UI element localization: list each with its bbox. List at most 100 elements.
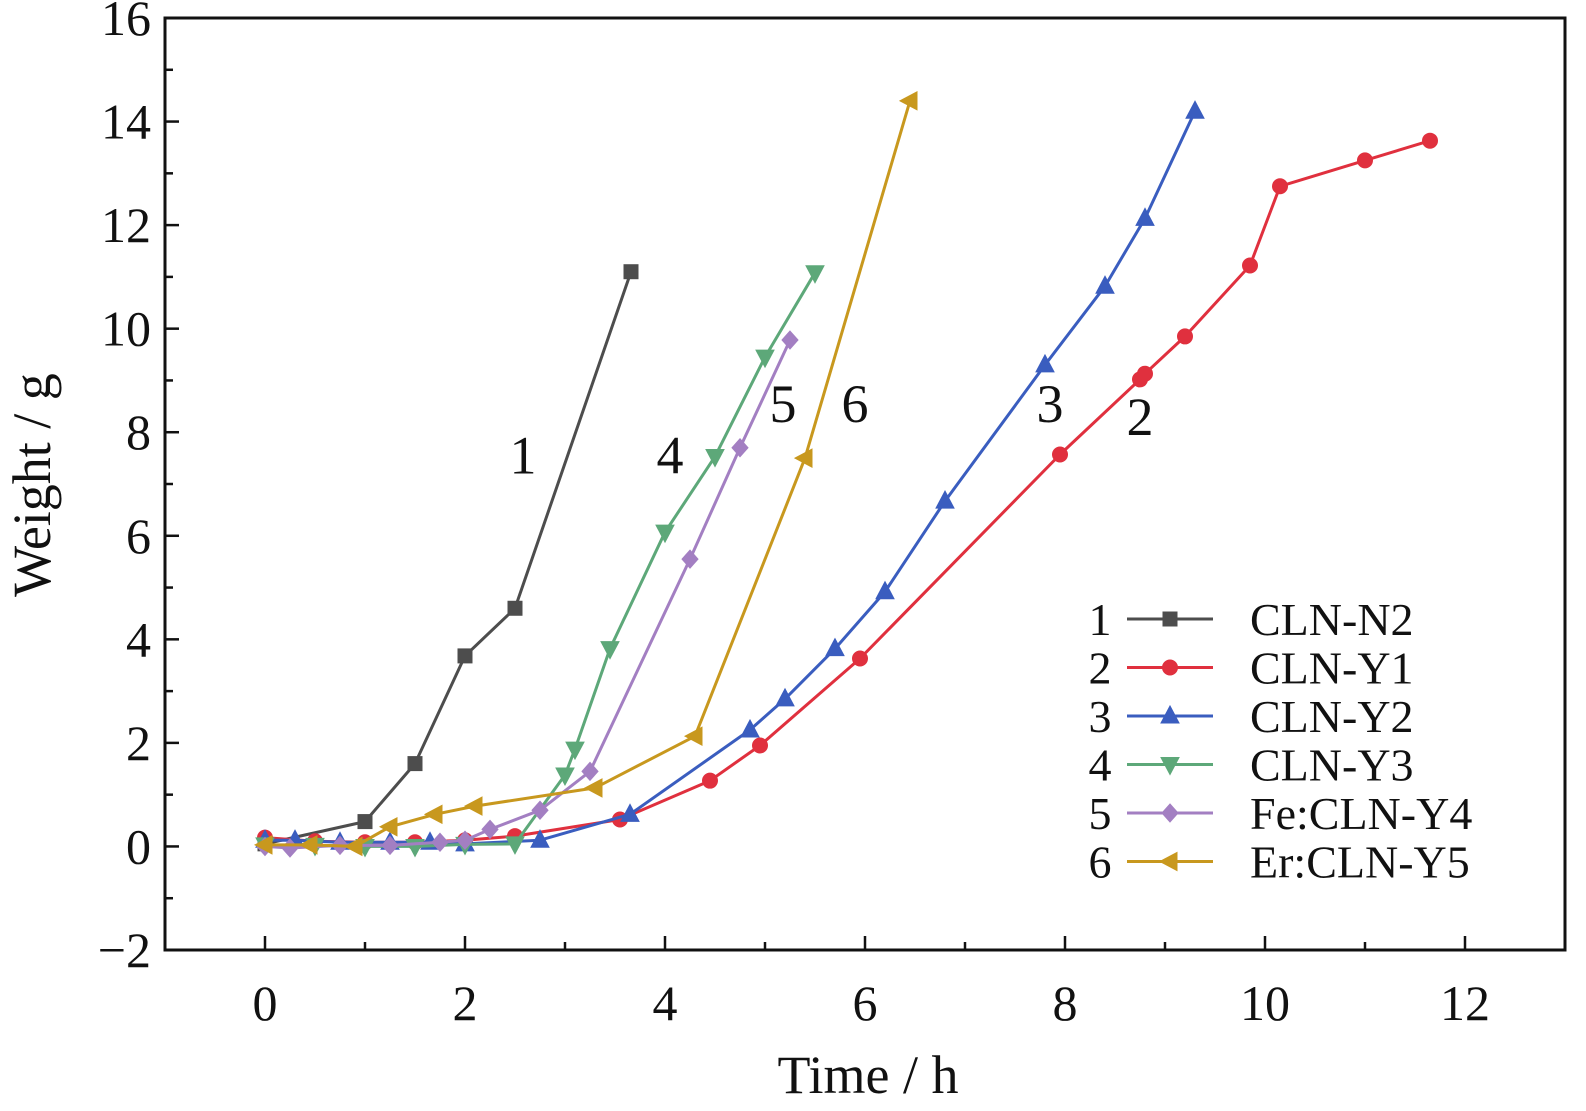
data-point	[825, 637, 845, 657]
legend: 1 CLN-N2 2 CLN-Y1 3 CLN-Y2 4 CLN-Y3 5 Fe:CLN-Y4 6 E…	[1089, 594, 1473, 888]
legend-label: Er:CLN-Y5	[1250, 837, 1470, 888]
legend-id: 3	[1089, 691, 1112, 742]
data-point	[620, 803, 640, 822]
y-axis-title: Weight / g	[2, 373, 62, 597]
series-line	[264, 339, 792, 850]
data-point	[463, 796, 483, 816]
legend-marker	[1158, 851, 1178, 872]
series-line	[265, 100, 912, 848]
data-point	[683, 726, 703, 746]
data-point	[1422, 132, 1438, 149]
data-point	[423, 804, 443, 825]
y-tick-label: 16	[101, 0, 151, 46]
data-point	[1052, 446, 1068, 463]
data-point	[407, 756, 423, 772]
data-point	[852, 650, 868, 667]
curve-label: 6	[842, 374, 869, 434]
data-point	[875, 580, 895, 600]
data-point	[357, 814, 373, 830]
curve-label: 2	[1127, 387, 1154, 447]
x-tick-label: 0	[253, 975, 278, 1031]
series-3	[255, 100, 1205, 852]
data-point	[600, 641, 620, 660]
series-line	[264, 271, 817, 848]
data-point	[531, 800, 549, 820]
data-point	[507, 600, 523, 616]
data-point	[1242, 257, 1258, 274]
y-tick-label: 10	[101, 301, 151, 357]
legend-label: Fe:CLN-Y4	[1250, 788, 1472, 839]
y-axis-ticks: −2 0 2 4 6 8 10 12 14 16	[98, 0, 179, 978]
curve-label: 3	[1037, 374, 1064, 434]
curve-label: 5	[770, 374, 797, 434]
data-point	[456, 830, 474, 850]
legend-entry: 1 CLN-N2	[1089, 594, 1414, 645]
data-point	[781, 330, 799, 350]
curve-label: 1	[510, 426, 537, 486]
y-tick-label: 0	[126, 818, 151, 874]
y-tick-label: 12	[101, 197, 151, 253]
series-line	[265, 110, 1197, 846]
x-tick-label: 8	[1053, 975, 1078, 1031]
data-point	[702, 772, 718, 789]
data-point	[381, 835, 399, 856]
data-point	[1095, 275, 1115, 294]
series-6	[253, 91, 918, 857]
data-point	[1035, 353, 1055, 373]
data-point	[740, 718, 760, 738]
data-point	[1135, 207, 1155, 226]
data-point	[1137, 365, 1153, 382]
data-point	[898, 91, 918, 111]
data-point	[457, 648, 473, 664]
data-point	[583, 778, 603, 798]
legend-marker	[1162, 659, 1178, 676]
legend-label: CLN-Y2	[1250, 691, 1414, 742]
y-tick-label: 2	[126, 715, 151, 771]
data-point	[752, 737, 768, 754]
x-axis-ticks: 0 2 4 6 8 10 12	[163, 936, 1567, 1031]
data-point	[581, 761, 599, 782]
y-tick-label: −2	[98, 922, 151, 978]
data-point	[555, 767, 575, 787]
data-point	[793, 448, 813, 468]
x-tick-label: 6	[853, 975, 878, 1031]
legend-marker	[1160, 757, 1180, 776]
data-point	[731, 438, 749, 458]
x-tick-label: 4	[653, 975, 678, 1031]
data-point	[705, 449, 725, 468]
legend-entry: 6 Er:CLN-Y5	[1089, 837, 1470, 888]
data-point	[530, 829, 550, 848]
data-point	[623, 264, 639, 280]
legend-marker	[1160, 704, 1180, 724]
legend-label: CLN-Y1	[1250, 643, 1414, 694]
y-tick-label: 14	[101, 94, 151, 150]
legend-marker	[1162, 611, 1178, 627]
data-point	[1357, 152, 1373, 169]
data-point	[481, 819, 499, 840]
data-point	[655, 524, 675, 544]
legend-entry: 4 CLN-Y3	[1089, 740, 1414, 791]
curve-label: 4	[657, 426, 684, 486]
data-point	[378, 816, 398, 837]
data-point	[775, 687, 795, 707]
series-layer	[253, 91, 1438, 858]
legend-label: CLN-N2	[1250, 594, 1414, 645]
data-point	[805, 265, 825, 284]
curve-annotations: 1 4 5 6 3 2	[510, 374, 1154, 486]
legend-label: CLN-Y3	[1250, 740, 1414, 791]
legend-id: 6	[1089, 837, 1112, 888]
data-point	[755, 349, 775, 369]
legend-entry: 5 Fe:CLN-Y4	[1089, 788, 1473, 839]
x-tick-label: 12	[1440, 975, 1490, 1031]
x-tick-label: 10	[1240, 975, 1290, 1031]
series-line	[264, 271, 633, 846]
legend-entry: 2 CLN-Y1	[1089, 643, 1414, 694]
legend-id: 1	[1089, 594, 1112, 645]
series-4	[255, 265, 825, 858]
data-point	[565, 741, 585, 761]
legend-marker	[1161, 803, 1179, 823]
data-point	[1185, 100, 1205, 119]
data-point	[343, 836, 363, 857]
x-tick-label: 2	[453, 975, 478, 1031]
